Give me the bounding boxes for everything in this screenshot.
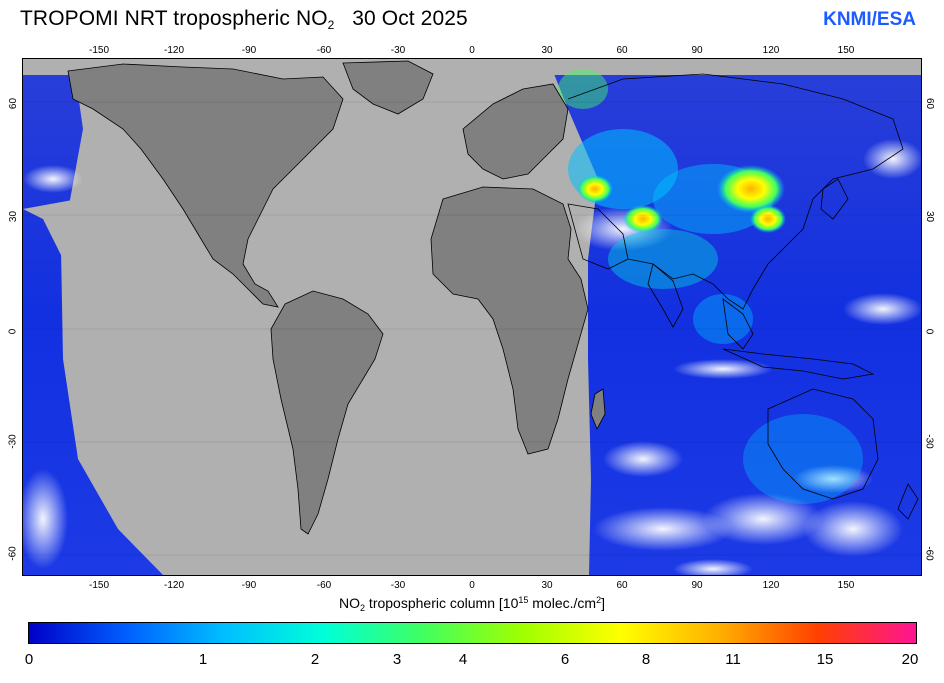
colorbar-tick: 6 xyxy=(560,651,570,668)
lat-tick-left: -60 xyxy=(7,546,19,561)
colorbar-label-units: molec./cm xyxy=(528,595,597,611)
title-subscript: 2 xyxy=(327,18,335,32)
lon-tick-bottom: -30 xyxy=(390,580,406,591)
lat-tick-left: 60 xyxy=(8,97,20,110)
lon-tick-top: -30 xyxy=(390,45,406,56)
landmass-europe xyxy=(462,83,569,180)
colorbar-label-sub: 2 xyxy=(360,603,366,613)
lon-tick-bottom: -120 xyxy=(163,580,185,591)
lon-tick-top: -150 xyxy=(88,45,110,56)
colorbar-tick: 8 xyxy=(641,651,651,668)
colorbar-tick: 4 xyxy=(458,651,468,668)
land-masses xyxy=(67,60,629,535)
colorbar-tick: 0 xyxy=(24,651,34,668)
colorbar-label-pre: NO xyxy=(339,595,361,611)
lon-tick-top: -120 xyxy=(163,45,185,56)
lon-tick-top: -60 xyxy=(316,45,332,56)
lon-tick-bottom: -90 xyxy=(241,580,257,591)
lon-tick-bottom: 60 xyxy=(616,580,628,591)
lon-tick-top: 120 xyxy=(762,45,780,56)
colorbar-tick: 1 xyxy=(198,651,208,668)
colorbar-label-mid: tropospheric column [10 xyxy=(365,595,519,611)
no-data-swath-edge xyxy=(23,199,78,259)
landmass-madagascar xyxy=(590,388,606,430)
lat-tick-right: 30 xyxy=(924,210,936,223)
lat-tick-right: 60 xyxy=(924,97,936,110)
lon-tick-top: 0 xyxy=(469,45,475,56)
coastline-indonesia xyxy=(722,348,875,380)
colorbar-tick: 20 xyxy=(901,651,919,668)
lat-tick-left: -30 xyxy=(7,434,19,449)
colorbar-tick: 11 xyxy=(725,651,741,668)
map-canvas xyxy=(23,59,921,575)
lat-tick-right: -60 xyxy=(923,546,935,561)
colorbar-tick: 3 xyxy=(392,651,402,668)
coastline-australia xyxy=(767,388,879,500)
lon-tick-bottom: 30 xyxy=(541,580,553,591)
title-date: 30 Oct 2025 xyxy=(352,7,468,30)
title-main: TROPOMI NRT tropospheric NO xyxy=(20,7,328,30)
lat-tick-right: 0 xyxy=(923,328,935,335)
lon-tick-top: 30 xyxy=(541,45,553,56)
coastline-japan xyxy=(820,178,849,220)
brand-label: KNMI/ESA xyxy=(823,9,916,30)
lon-tick-top: 150 xyxy=(837,45,855,56)
colorbar-label-area-exponent: 2 xyxy=(596,595,602,605)
coastline-asia xyxy=(567,73,904,310)
page-title: TROPOMI NRT tropospheric NO2 30 Oct 2025 xyxy=(20,7,468,32)
coastline-se-asia xyxy=(722,298,754,350)
colorbar-tick: 2 xyxy=(310,651,320,668)
lon-tick-bottom: 90 xyxy=(691,580,703,591)
lat-tick-left: 0 xyxy=(7,328,19,335)
coastline-india xyxy=(647,263,684,328)
colorbar-label-end: ] xyxy=(601,595,605,611)
lon-tick-bottom: -60 xyxy=(316,580,332,591)
colorbar-label-exponent: 15 xyxy=(518,595,529,605)
landmass-south-america xyxy=(270,290,384,535)
coastline-new-zealand xyxy=(897,483,919,520)
no2-map xyxy=(22,58,922,576)
lon-tick-top: 90 xyxy=(691,45,703,56)
graticule xyxy=(23,101,921,556)
lon-tick-bottom: 150 xyxy=(837,580,855,591)
lon-tick-bottom: 120 xyxy=(762,580,780,591)
lon-tick-bottom: 0 xyxy=(469,580,475,591)
elevated-no2-patches xyxy=(558,69,863,504)
lon-tick-bottom: -150 xyxy=(88,580,110,591)
landmass-africa xyxy=(430,186,589,455)
colorbar-tick: 15 xyxy=(816,651,834,668)
cloud-streaks xyxy=(23,139,921,575)
colorbar xyxy=(28,622,917,644)
lon-tick-top: 60 xyxy=(616,45,628,56)
landmass-greenland xyxy=(342,60,434,115)
coastlines-data-area xyxy=(567,73,919,520)
landmass-north-america xyxy=(67,63,344,308)
lon-tick-top: -90 xyxy=(241,45,257,56)
colorbar-label: NO2 tropospheric column [1015 molec./cm2… xyxy=(0,595,944,613)
lat-tick-right: -30 xyxy=(923,434,935,449)
lat-tick-left: 30 xyxy=(8,210,20,223)
